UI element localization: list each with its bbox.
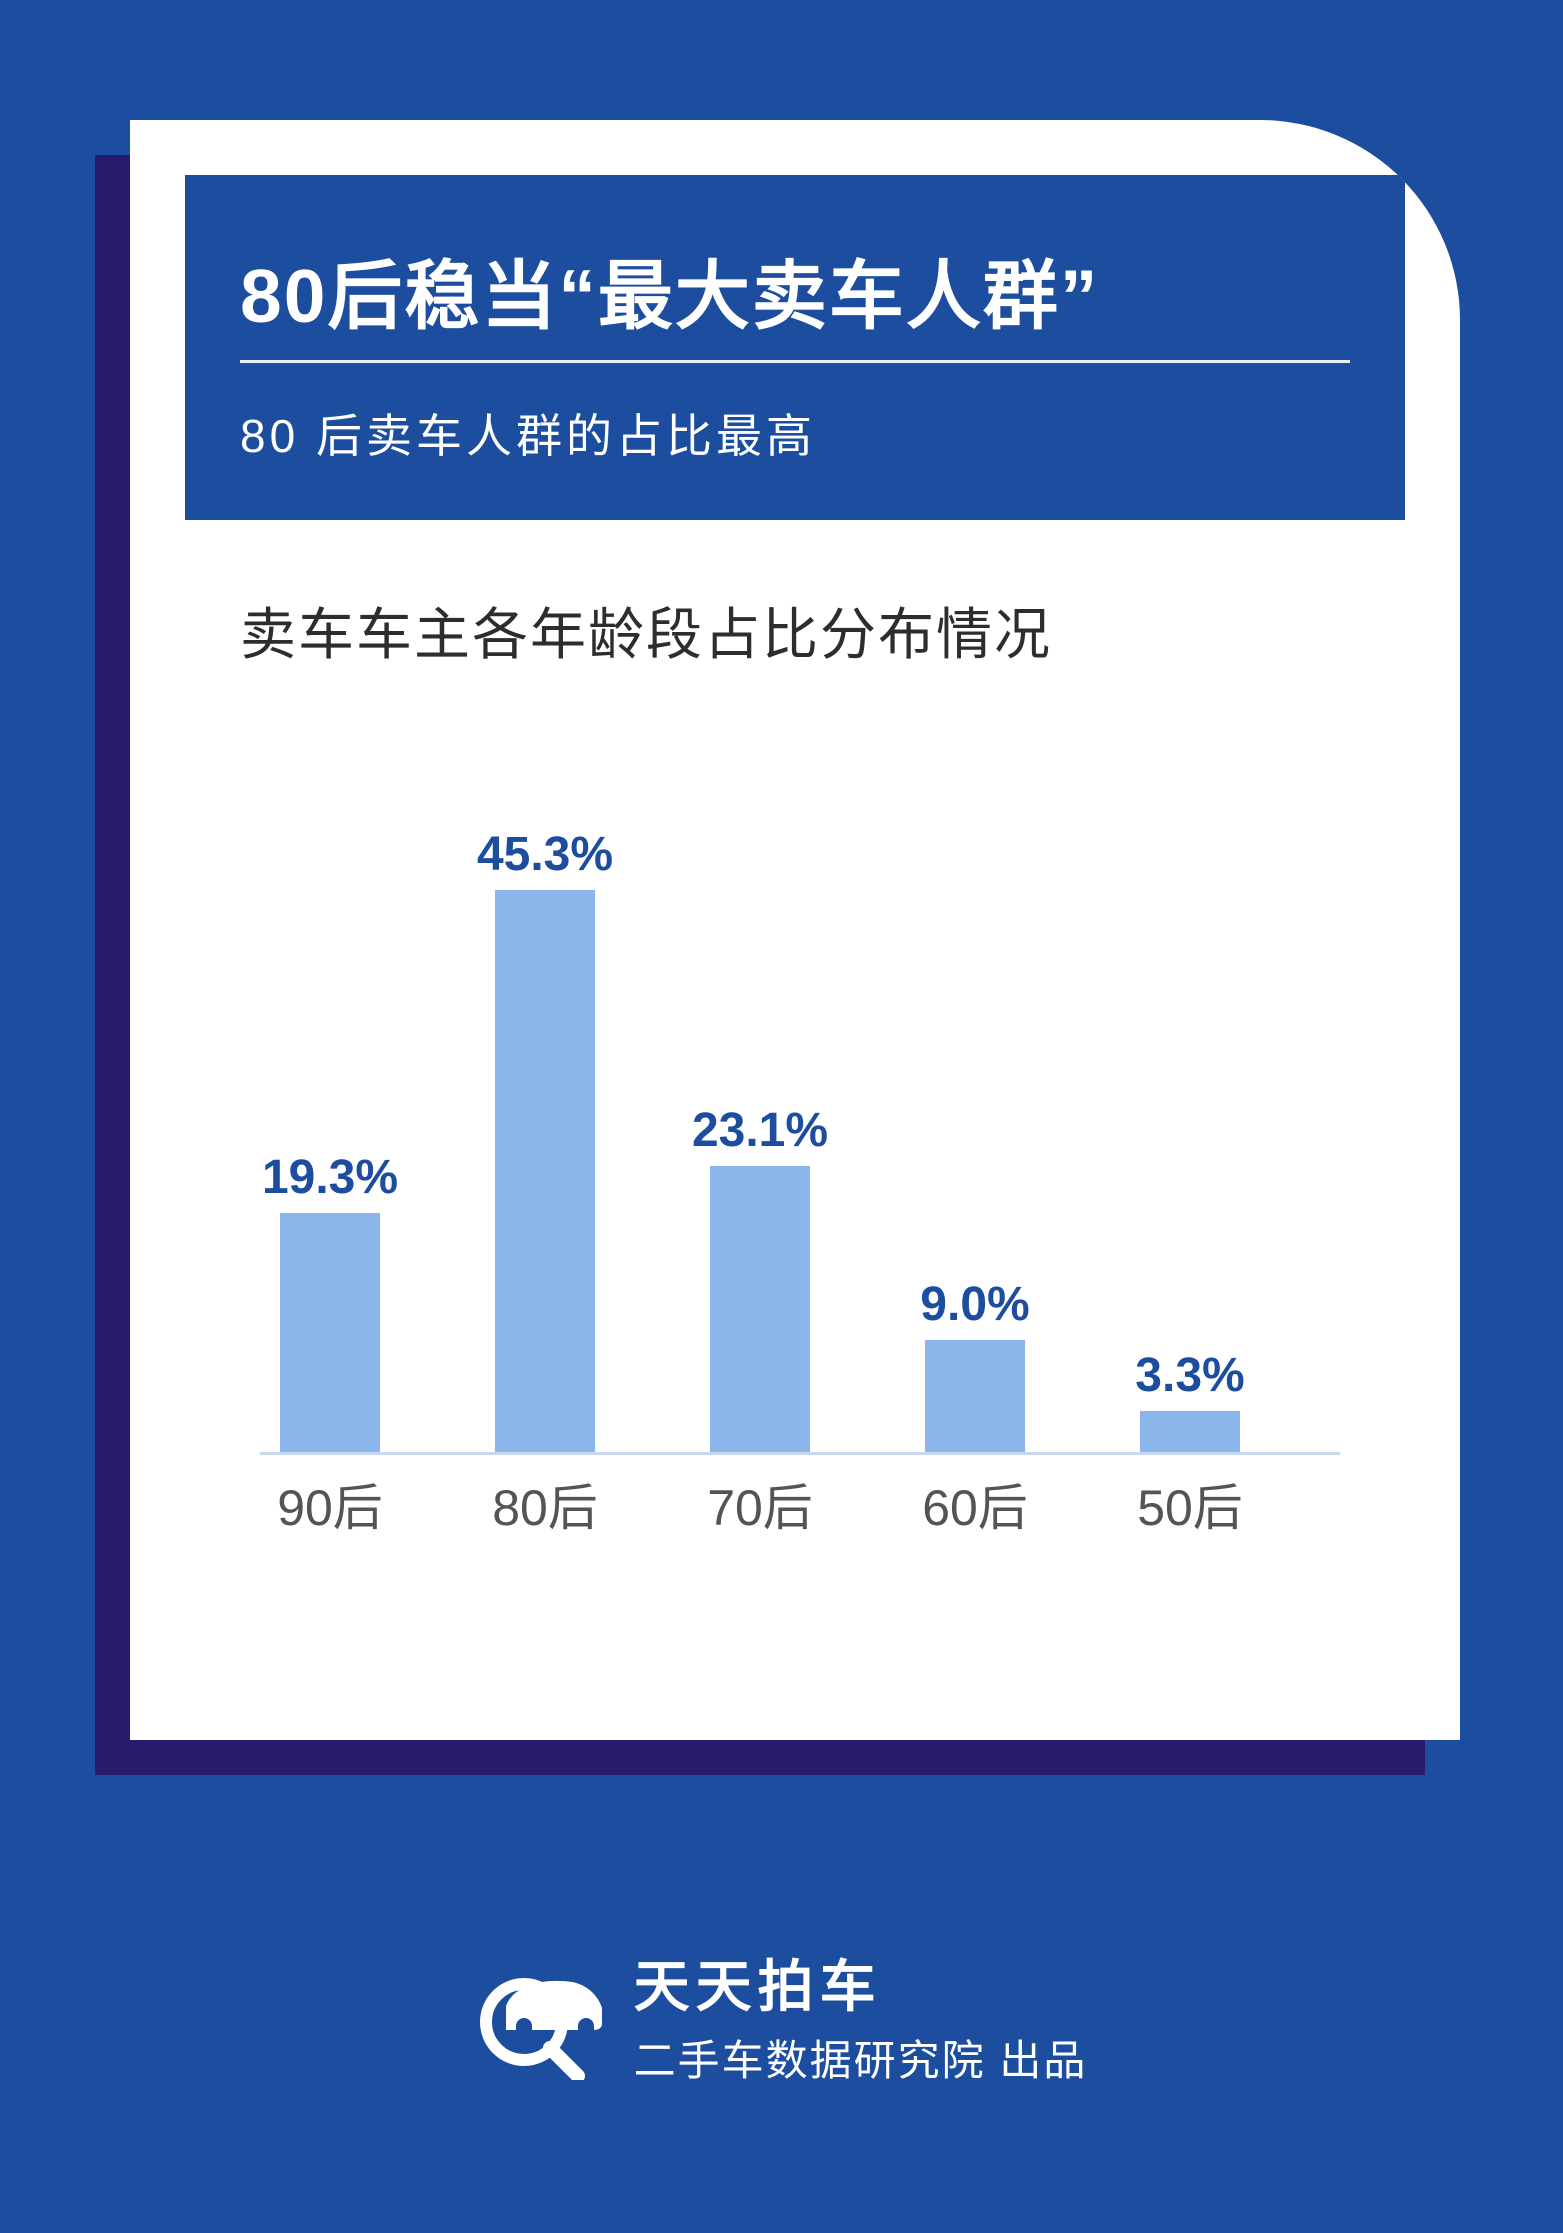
bar-category-label: 70后 [660, 1468, 860, 1540]
header-title: 80后稳当“最大卖车人群” [240, 235, 1099, 344]
bar-value-label: 19.3% [225, 1150, 435, 1205]
footer-byline: 二手车数据研究院 出品 [634, 2027, 1088, 2088]
bar [280, 1213, 380, 1452]
bar-value-label: 45.3% [440, 827, 650, 882]
header-box: 80后稳当“最大卖车人群” 80 后卖车人群的占比最高 [185, 175, 1405, 520]
bar [710, 1166, 810, 1452]
bar-rect [495, 890, 595, 1452]
bar-value-label: 3.3% [1085, 1348, 1295, 1403]
bar-rect [925, 1340, 1025, 1452]
bar-rect [1140, 1411, 1240, 1452]
header-divider [240, 360, 1350, 363]
brand-logo-icon [476, 1950, 606, 2080]
chart-baseline [260, 1452, 1340, 1455]
bar-value-label: 23.1% [655, 1103, 865, 1158]
bar-rect [710, 1166, 810, 1452]
bar [925, 1340, 1025, 1452]
bar [1140, 1411, 1240, 1452]
bar-category-label: 80后 [445, 1468, 645, 1540]
header-subtitle: 80 后卖车人群的占比最高 [240, 400, 816, 466]
footer-text: 天天拍车 二手车数据研究院 出品 [634, 1942, 1088, 2088]
bar-category-label: 50后 [1090, 1468, 1290, 1540]
chart-title: 卖车车主各年龄段占比分布情况 [240, 590, 1052, 671]
footer: 天天拍车 二手车数据研究院 出品 [0, 1942, 1563, 2088]
main-card: 80后稳当“最大卖车人群” 80 后卖车人群的占比最高 卖车车主各年龄段占比分布… [130, 120, 1460, 1740]
bar-category-label: 90后 [230, 1468, 430, 1540]
footer-brand: 天天拍车 [634, 1942, 1088, 2023]
bar-value-label: 9.0% [870, 1277, 1080, 1332]
bar [495, 890, 595, 1452]
bar-category-label: 60后 [875, 1468, 1075, 1540]
bar-chart: 19.3%90后45.3%80后23.1%70后9.0%60后3.3%50后 [260, 760, 1340, 1540]
bar-rect [280, 1213, 380, 1452]
